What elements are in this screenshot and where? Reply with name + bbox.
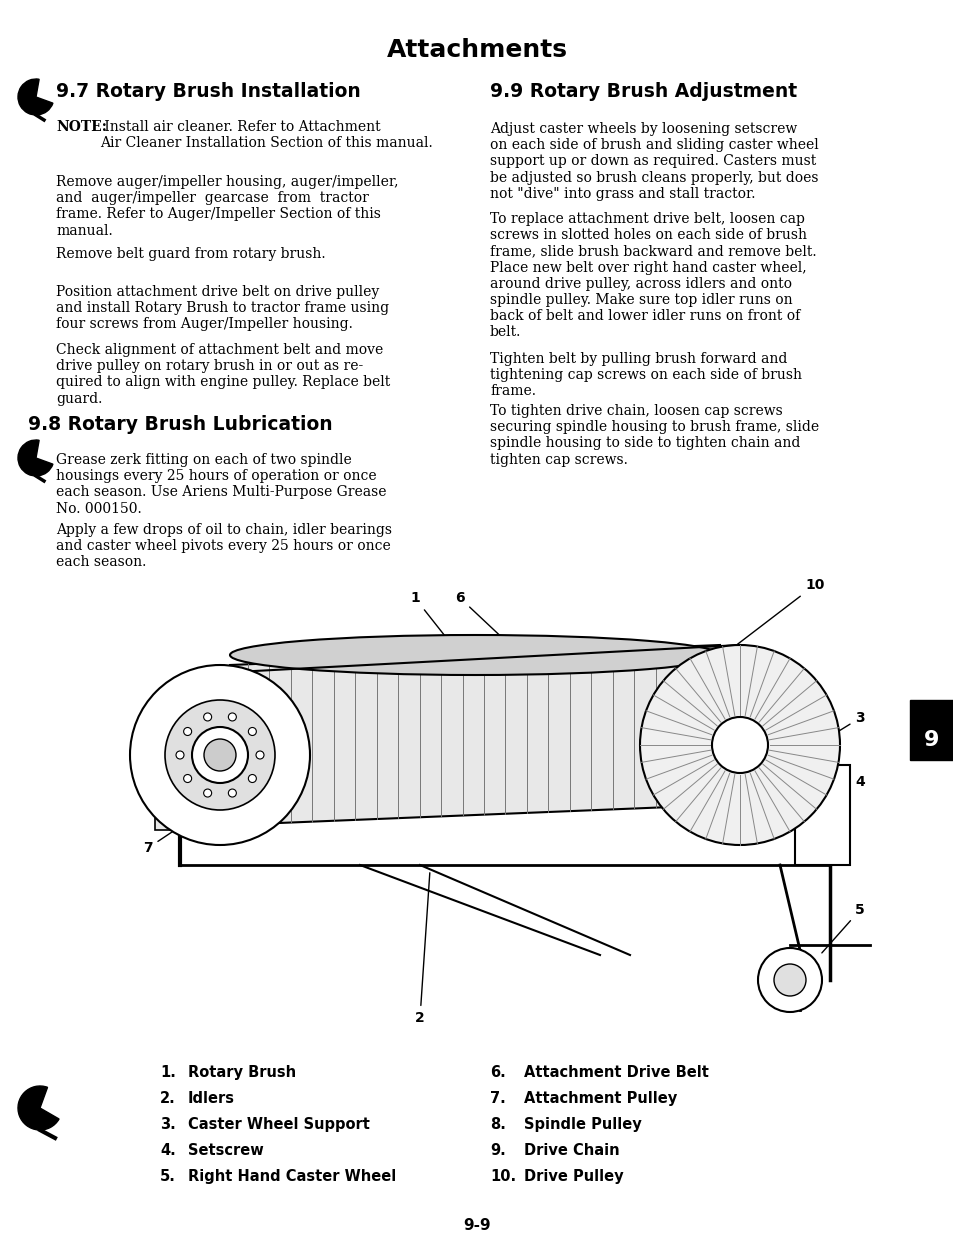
Circle shape: [175, 751, 184, 759]
Text: 7.: 7.: [490, 1091, 505, 1106]
Text: Apply a few drops of oil to chain, idler bearings
and caster wheel pivots every : Apply a few drops of oil to chain, idler…: [56, 523, 392, 569]
Text: 9: 9: [143, 711, 161, 752]
Text: 10.: 10.: [490, 1169, 516, 1184]
Circle shape: [711, 717, 767, 773]
Text: 10: 10: [732, 578, 823, 649]
Text: Right Hand Caster Wheel: Right Hand Caster Wheel: [188, 1169, 395, 1184]
Text: 6: 6: [455, 591, 507, 644]
Text: 5.: 5.: [160, 1169, 175, 1184]
Circle shape: [228, 713, 236, 721]
Text: 1: 1: [410, 591, 457, 652]
Text: 4.: 4.: [160, 1143, 175, 1158]
Text: Caster Wheel Support: Caster Wheel Support: [188, 1117, 370, 1132]
Text: 9-9: 9-9: [463, 1218, 490, 1233]
Text: 9.7 Rotary Brush Installation: 9.7 Rotary Brush Installation: [56, 82, 360, 101]
Circle shape: [183, 774, 192, 783]
Circle shape: [255, 751, 264, 759]
Text: Idlers: Idlers: [188, 1091, 234, 1106]
Text: 1.: 1.: [160, 1064, 175, 1079]
Text: 4: 4: [836, 774, 864, 803]
Ellipse shape: [230, 635, 720, 675]
Text: Attachment Drive Belt: Attachment Drive Belt: [523, 1064, 708, 1079]
Circle shape: [183, 727, 192, 736]
Text: Tighten belt by pulling brush forward and
tightening cap screws on each side of : Tighten belt by pulling brush forward an…: [490, 352, 801, 398]
Text: Install air cleaner. Refer to Attachment
Air Cleaner Installation Section of thi: Install air cleaner. Refer to Attachment…: [100, 120, 433, 151]
Text: 3: 3: [801, 711, 864, 753]
Text: Remove auger/impeller housing, auger/impeller,
and  auger/impeller  gearcase  fr: Remove auger/impeller housing, auger/imp…: [56, 176, 398, 238]
Circle shape: [203, 713, 212, 721]
Bar: [794, 764, 849, 865]
Circle shape: [773, 964, 805, 996]
Text: To replace attachment drive belt, loosen cap
screws in slotted holes on each sid: To replace attachment drive belt, loosen…: [490, 212, 816, 340]
Text: 6.: 6.: [490, 1064, 505, 1079]
Text: To tighten drive chain, loosen cap screws
securing spindle housing to brush fram: To tighten drive chain, loosen cap screw…: [490, 403, 819, 467]
Text: Drive Chain: Drive Chain: [523, 1143, 619, 1158]
Text: NOTE:: NOTE:: [56, 120, 107, 134]
Text: Attachments: Attachments: [386, 39, 567, 62]
Text: 7: 7: [143, 832, 172, 855]
Circle shape: [203, 789, 212, 797]
Wedge shape: [18, 439, 52, 476]
Text: 2.: 2.: [160, 1091, 175, 1106]
Text: 9.9 Rotary Brush Adjustment: 9.9 Rotary Brush Adjustment: [490, 82, 797, 101]
Circle shape: [228, 789, 236, 797]
Circle shape: [248, 774, 256, 783]
Text: Rotary Brush: Rotary Brush: [188, 1064, 295, 1079]
Bar: [154, 710, 210, 830]
Text: Remove belt guard from rotary brush.: Remove belt guard from rotary brush.: [56, 247, 325, 261]
Text: 5: 5: [821, 903, 864, 952]
Text: 9.8 Rotary Brush Lubrication: 9.8 Rotary Brush Lubrication: [28, 415, 333, 435]
Text: Setscrew: Setscrew: [188, 1143, 263, 1158]
Text: Position attachment drive belt on drive pulley
and install Rotary Brush to tract: Position attachment drive belt on drive …: [56, 285, 389, 331]
Text: Check alignment of attachment belt and move
drive pulley on rotary brush in or o: Check alignment of attachment belt and m…: [56, 344, 390, 406]
Text: Adjust caster wheels by loosening setscrew
on each side of brush and sliding cas: Adjust caster wheels by loosening setscr…: [490, 122, 818, 200]
Bar: [909, 700, 953, 759]
Circle shape: [130, 665, 310, 845]
Text: 9: 9: [923, 730, 939, 749]
Wedge shape: [18, 1086, 59, 1130]
Circle shape: [192, 727, 248, 783]
Text: 8: 8: [143, 774, 160, 793]
Text: 2: 2: [415, 873, 430, 1025]
Wedge shape: [18, 78, 52, 115]
Text: Grease zerk fitting on each of two spindle
housings every 25 hours of operation : Grease zerk fitting on each of two spind…: [56, 453, 386, 515]
Circle shape: [204, 740, 235, 771]
Text: 8.: 8.: [490, 1117, 505, 1132]
Circle shape: [639, 645, 840, 845]
Circle shape: [758, 947, 821, 1012]
Polygon shape: [230, 645, 720, 825]
Text: 9.: 9.: [490, 1143, 505, 1158]
Text: Spindle Pulley: Spindle Pulley: [523, 1117, 641, 1132]
Circle shape: [165, 700, 274, 810]
Text: Attachment Pulley: Attachment Pulley: [523, 1091, 677, 1106]
Text: 3.: 3.: [160, 1117, 175, 1132]
Circle shape: [248, 727, 256, 736]
Text: Drive Pulley: Drive Pulley: [523, 1169, 623, 1184]
